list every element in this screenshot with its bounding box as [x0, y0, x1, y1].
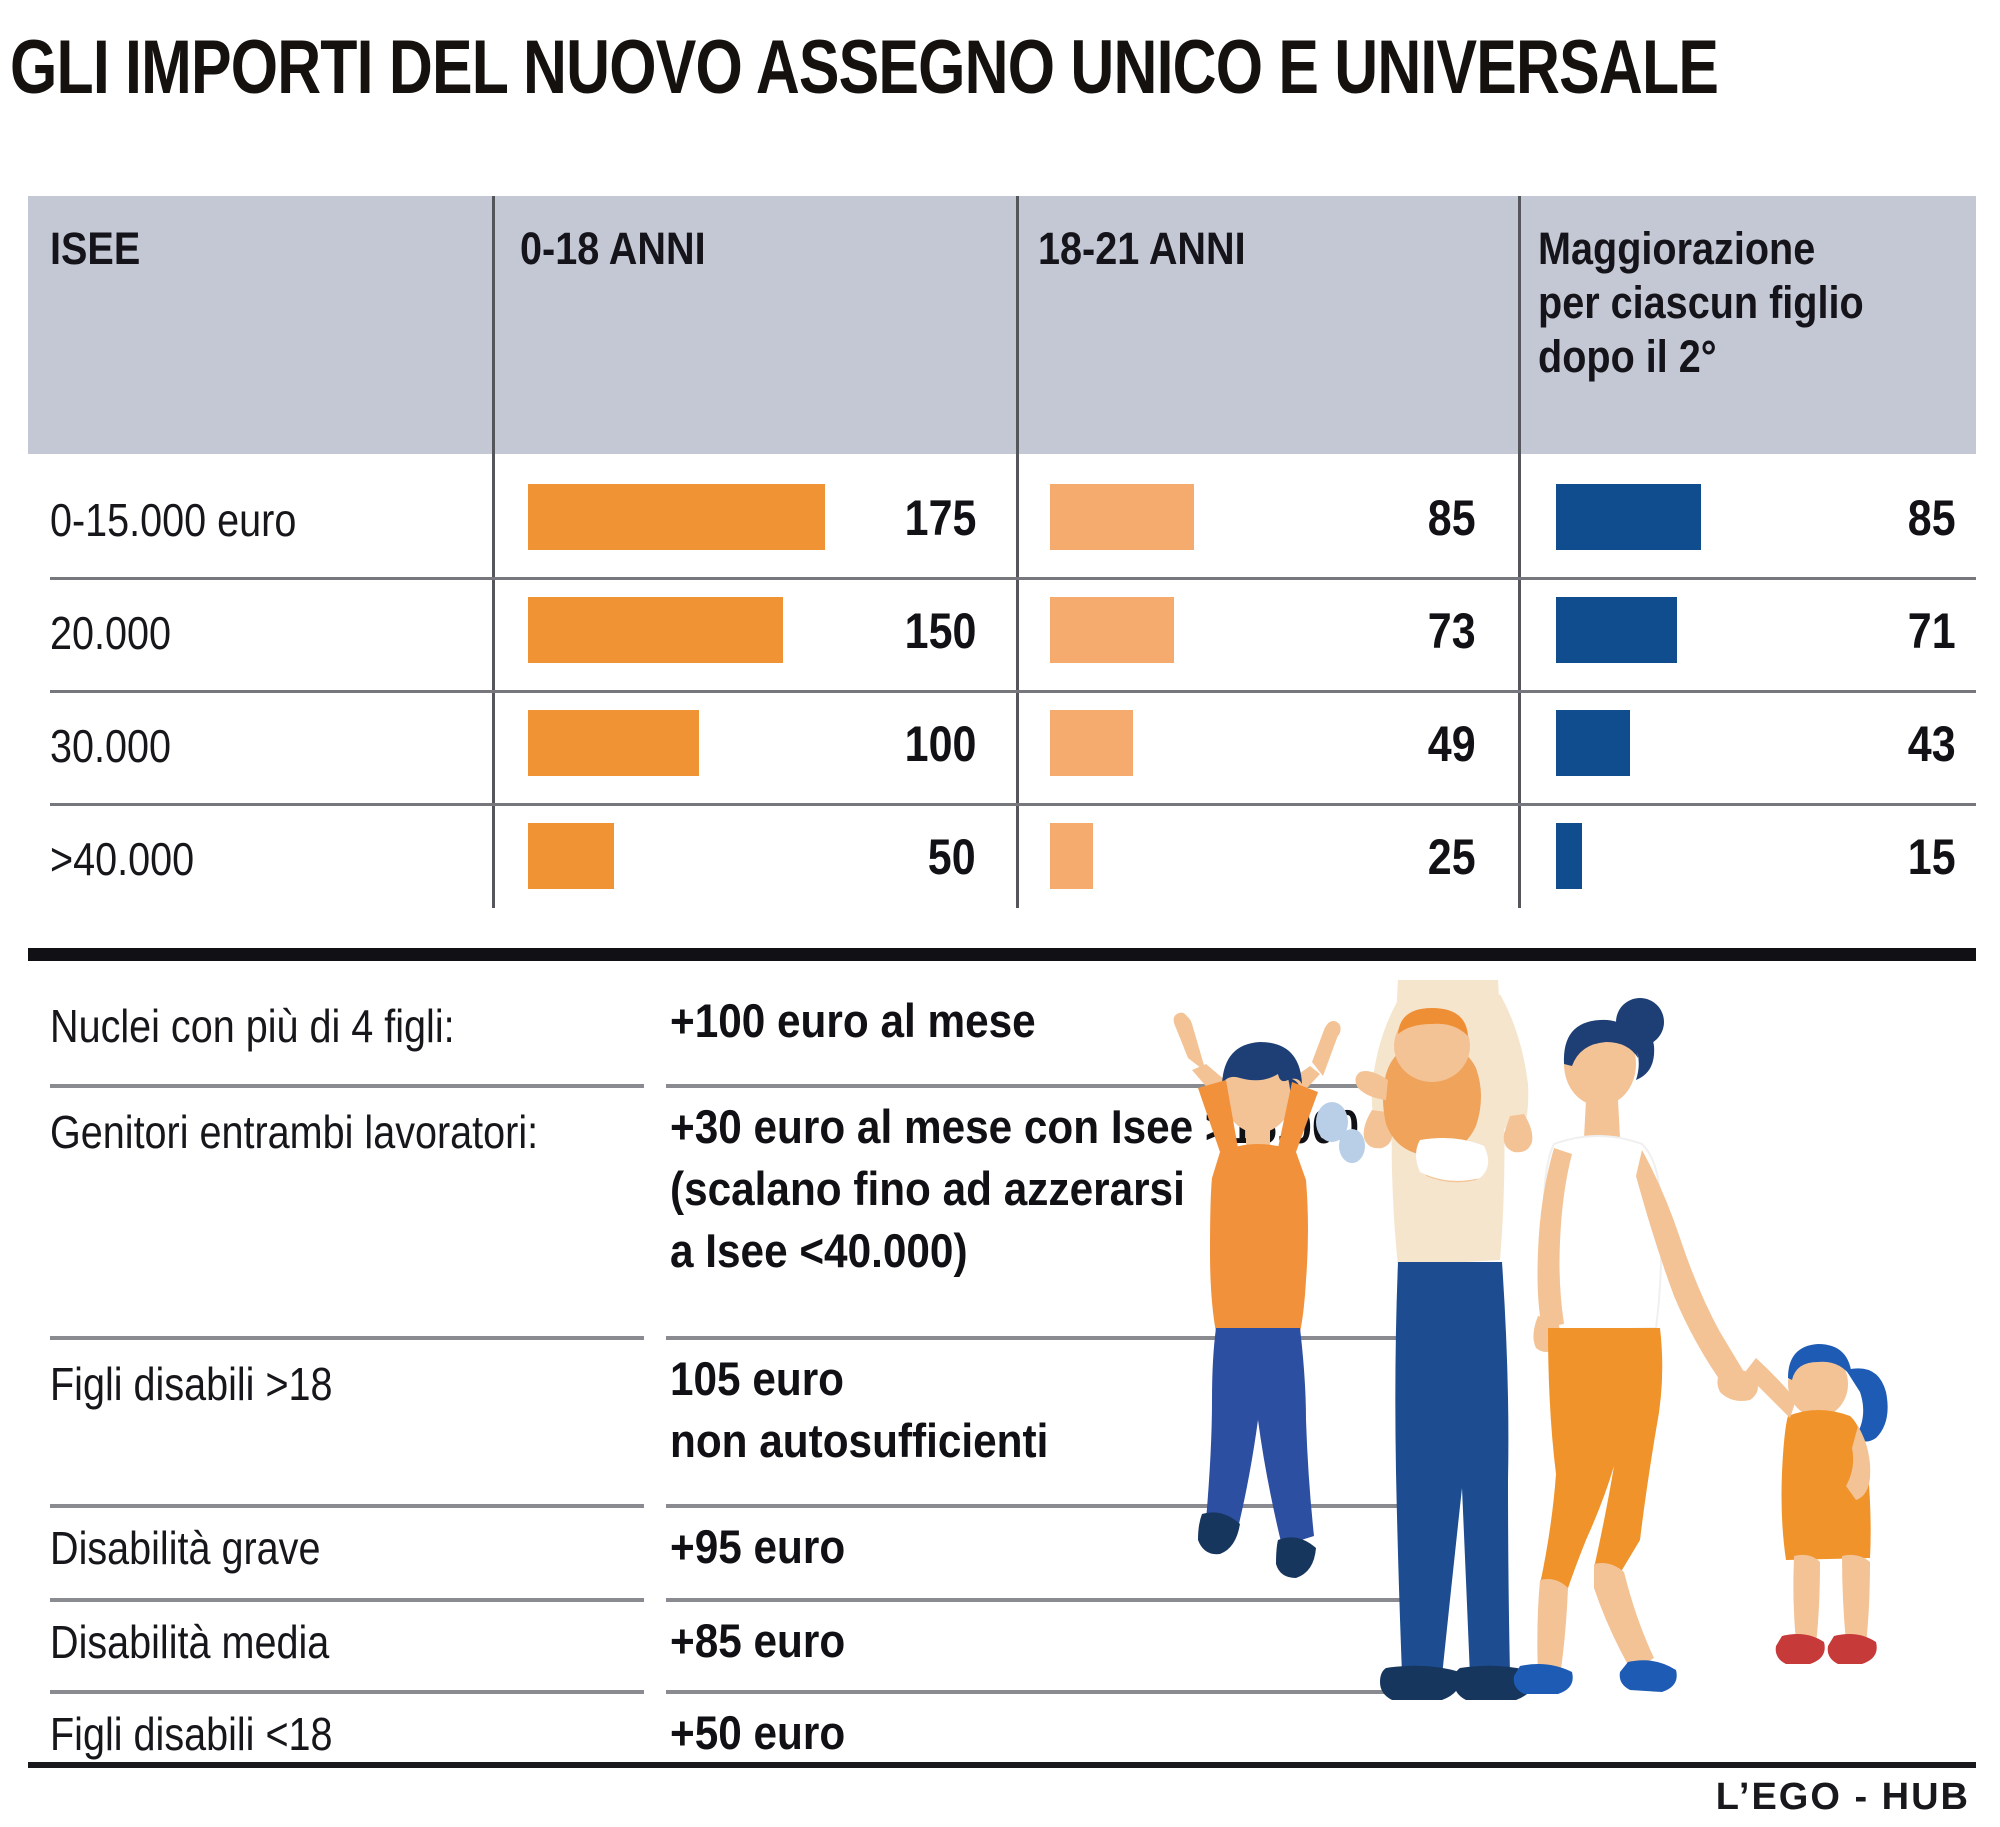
daughter-figure — [1742, 1344, 1888, 1664]
extra-value: +85 euro — [670, 1614, 846, 1667]
row-divider-left — [50, 1598, 644, 1602]
bar-18-21 — [1050, 710, 1133, 776]
value-18-21: 85 — [1428, 490, 1476, 546]
column-header-18-21: 18-21 ANNI — [1038, 223, 1246, 274]
table-row: 30.000 100 49 43 — [28, 690, 1976, 803]
row-label: 20.000 — [50, 607, 172, 659]
row-divider-right — [666, 1336, 1426, 1340]
list-item: Disabilità media +85 euro — [28, 1598, 1448, 1690]
bar-maggiorazione — [1556, 823, 1582, 889]
list-item: Genitori entrambi lavoratori: +30 euro a… — [28, 1084, 1448, 1336]
column-header-maggiorazione: Maggiorazione per ciascun figlio dopo il… — [1538, 223, 1864, 382]
bar-18-21 — [1050, 823, 1093, 889]
value-maggiorazione: 71 — [1908, 603, 1956, 659]
extra-label: Figli disabili >18 — [50, 1358, 333, 1410]
row-divider — [50, 577, 1976, 580]
footer-divider — [28, 1762, 1976, 1768]
row-label: 0-15.000 euro — [50, 494, 297, 546]
row-label: 30.000 — [50, 720, 172, 772]
row-divider-left — [50, 1504, 644, 1508]
row-divider-right — [666, 1504, 1426, 1508]
table-row: >40.000 50 25 15 — [28, 803, 1976, 916]
list-item: Figli disabili <18 +50 euro — [28, 1690, 1448, 1780]
value-0-18: 150 — [904, 603, 976, 659]
bar-maggiorazione — [1556, 484, 1701, 550]
row-divider-left — [50, 1336, 644, 1340]
extra-value: 105 euro non autosufficienti — [670, 1352, 1049, 1467]
list-item: Nuclei con più di 4 figli: +100 euro al … — [28, 978, 1448, 1084]
bar-maggiorazione — [1556, 710, 1630, 776]
value-0-18: 175 — [904, 490, 976, 546]
extra-label: Disabilità media — [50, 1616, 330, 1668]
value-18-21: 25 — [1428, 829, 1476, 885]
value-maggiorazione: 85 — [1908, 490, 1956, 546]
section-divider — [28, 948, 1976, 961]
extra-value: +95 euro — [670, 1520, 846, 1573]
extra-label: Genitori entrambi lavoratori: — [50, 1106, 539, 1158]
value-18-21: 49 — [1428, 716, 1476, 772]
bar-18-21 — [1050, 484, 1194, 550]
mother-figure — [1513, 998, 1758, 1694]
row-divider — [50, 803, 1976, 806]
extra-label: Figli disabili <18 — [50, 1708, 333, 1760]
list-item: Disabilità grave +95 euro — [28, 1504, 1448, 1598]
extras-list: Nuclei con più di 4 figli: +100 euro al … — [28, 978, 1448, 1768]
row-divider-right — [666, 1690, 1426, 1694]
row-label: >40.000 — [50, 833, 195, 885]
value-18-21: 73 — [1428, 603, 1476, 659]
extra-value: +50 euro — [670, 1706, 846, 1759]
extra-value: +100 euro al mese — [670, 994, 1036, 1047]
credit-label: L’EGO - HUB — [1715, 1776, 1970, 1818]
row-divider-right — [666, 1598, 1426, 1602]
bar-0-18 — [528, 484, 825, 550]
column-divider-2 — [1016, 196, 1019, 908]
value-maggiorazione: 43 — [1908, 716, 1956, 772]
value-0-18: 50 — [928, 829, 976, 885]
amounts-table: ISEE 0-18 ANNI 18-21 ANNI Maggiorazione … — [28, 196, 1976, 908]
value-0-18: 100 — [904, 716, 976, 772]
page-title: GLI IMPORTI DEL NUOVO ASSEGNO UNICO E UN… — [10, 25, 1719, 110]
table-header-band — [28, 196, 1976, 454]
value-maggiorazione: 15 — [1908, 829, 1956, 885]
bar-maggiorazione — [1556, 597, 1677, 663]
row-divider-left — [50, 1690, 644, 1694]
column-header-isee: ISEE — [50, 223, 141, 274]
column-divider-3 — [1518, 196, 1521, 908]
bar-0-18 — [528, 823, 614, 889]
row-divider-left — [50, 1084, 644, 1088]
column-divider-1 — [492, 196, 495, 908]
extra-label: Nuclei con più di 4 figli: — [50, 1000, 455, 1052]
row-divider — [50, 690, 1976, 693]
extra-label: Disabilità grave — [50, 1522, 321, 1574]
bar-0-18 — [528, 597, 783, 663]
row-divider-right — [666, 1084, 1426, 1088]
column-header-0-18: 0-18 ANNI — [520, 223, 706, 274]
bar-18-21 — [1050, 597, 1174, 663]
table-row: 0-15.000 euro 175 85 85 — [28, 464, 1976, 577]
extra-value: +30 euro al mese con Isee >15.000 (scala… — [670, 1100, 1360, 1277]
bar-0-18 — [528, 710, 699, 776]
list-item: Figli disabili >18 105 euro non autosuff… — [28, 1336, 1448, 1504]
table-row: 20.000 150 73 71 — [28, 577, 1976, 690]
